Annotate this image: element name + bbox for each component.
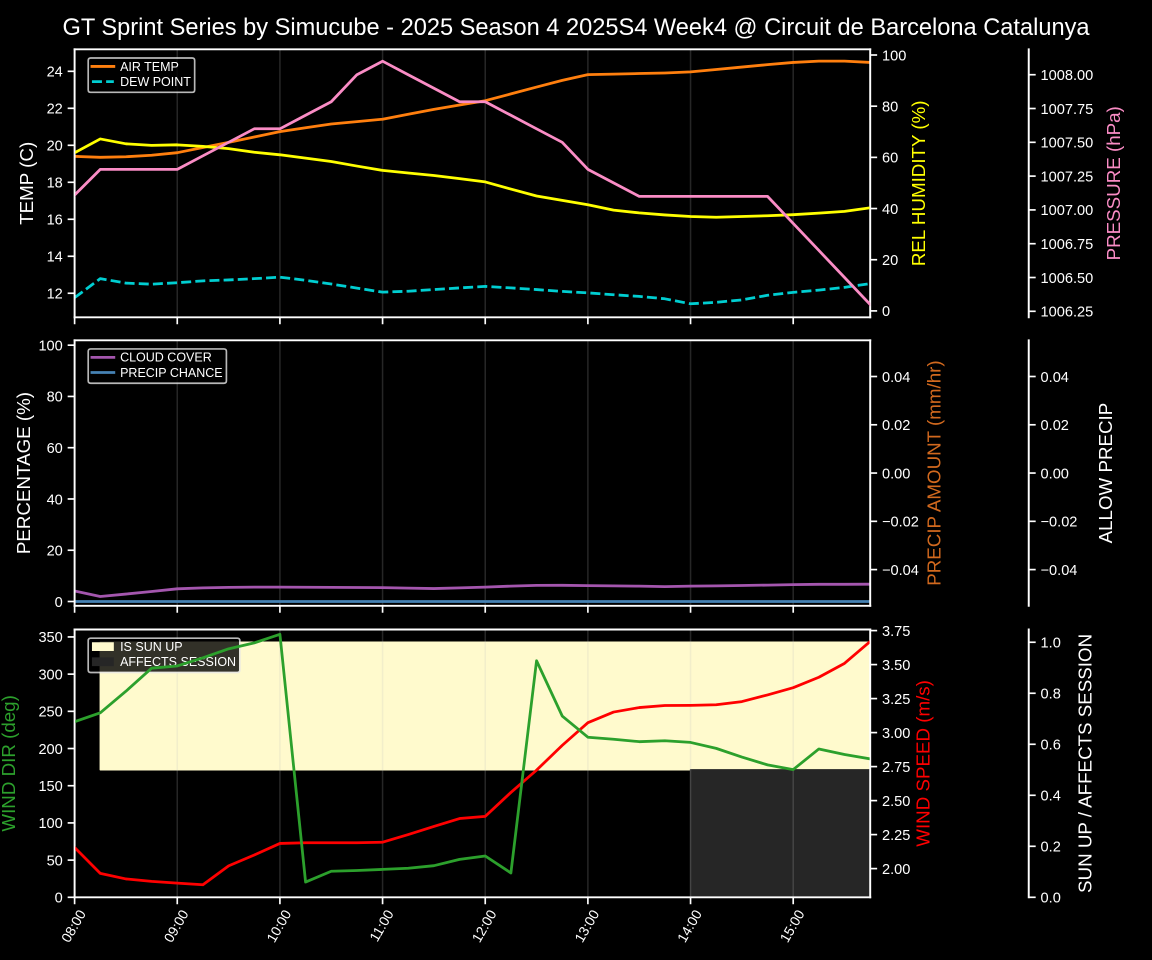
svg-text:1006.50: 1006.50: [1041, 271, 1094, 287]
svg-text:−0.04: −0.04: [882, 563, 919, 579]
svg-text:20: 20: [47, 544, 63, 560]
svg-text:1008.00: 1008.00: [1041, 68, 1094, 84]
svg-text:0.02: 0.02: [882, 418, 910, 434]
svg-text:0.04: 0.04: [882, 370, 910, 386]
svg-text:3.75: 3.75: [882, 624, 910, 640]
svg-text:1007.00: 1007.00: [1041, 203, 1094, 219]
svg-text:1007.50: 1007.50: [1041, 136, 1094, 152]
svg-text:50: 50: [47, 853, 63, 869]
svg-text:60: 60: [47, 441, 63, 457]
svg-text:PERCENTAGE (%): PERCENTAGE (%): [13, 392, 34, 554]
svg-text:−0.02: −0.02: [882, 515, 919, 531]
svg-text:REL HUMIDITY (%): REL HUMIDITY (%): [908, 100, 929, 266]
svg-text:0.00: 0.00: [1041, 466, 1069, 482]
svg-text:1007.75: 1007.75: [1041, 102, 1094, 118]
svg-text:IS SUN UP: IS SUN UP: [120, 640, 183, 654]
svg-text:0.4: 0.4: [1041, 789, 1061, 805]
svg-text:40: 40: [47, 492, 63, 508]
svg-text:DEW POINT: DEW POINT: [120, 75, 191, 89]
svg-text:SUN UP / AFFECTS SESSION: SUN UP / AFFECTS SESSION: [1074, 634, 1095, 893]
svg-text:WIND DIR (deg): WIND DIR (deg): [0, 695, 19, 831]
svg-text:AFFECTS SESSION: AFFECTS SESSION: [120, 655, 236, 669]
svg-text:0.8: 0.8: [1041, 687, 1061, 703]
svg-text:24: 24: [47, 65, 63, 81]
svg-text:2.75: 2.75: [882, 760, 910, 776]
svg-text:200: 200: [38, 742, 62, 758]
svg-text:CLOUD COVER: CLOUD COVER: [120, 351, 212, 365]
svg-text:16: 16: [47, 213, 63, 229]
svg-text:−0.04: −0.04: [1041, 563, 1078, 579]
svg-text:PRESSURE (hPa): PRESSURE (hPa): [1103, 106, 1124, 260]
svg-text:60: 60: [882, 151, 898, 167]
svg-text:0.6: 0.6: [1041, 738, 1061, 754]
svg-text:1006.75: 1006.75: [1041, 237, 1094, 253]
svg-text:1006.25: 1006.25: [1041, 305, 1094, 321]
svg-text:2.00: 2.00: [882, 862, 910, 878]
svg-text:AIR TEMP: AIR TEMP: [120, 60, 179, 74]
svg-text:3.00: 3.00: [882, 726, 910, 742]
svg-text:0.02: 0.02: [1041, 418, 1069, 434]
svg-text:1007.25: 1007.25: [1041, 169, 1094, 185]
svg-text:0.0: 0.0: [1041, 891, 1061, 907]
svg-text:150: 150: [38, 779, 62, 795]
svg-text:100: 100: [38, 338, 62, 354]
svg-text:250: 250: [38, 705, 62, 721]
svg-text:100: 100: [882, 48, 906, 64]
svg-text:22: 22: [47, 102, 63, 118]
svg-text:2.50: 2.50: [882, 794, 910, 810]
svg-text:14: 14: [47, 250, 63, 266]
svg-text:80: 80: [47, 390, 63, 406]
svg-text:0: 0: [882, 304, 890, 320]
svg-text:80: 80: [882, 99, 898, 115]
svg-text:350: 350: [38, 630, 62, 646]
svg-text:PRECIP CHANCE: PRECIP CHANCE: [120, 366, 223, 380]
svg-text:3.50: 3.50: [882, 658, 910, 674]
svg-text:0.2: 0.2: [1041, 840, 1061, 856]
svg-text:40: 40: [882, 202, 898, 218]
svg-text:PRECIP AMOUNT (mm/hr): PRECIP AMOUNT (mm/hr): [924, 360, 945, 585]
svg-text:2.25: 2.25: [882, 828, 910, 844]
svg-text:0.04: 0.04: [1041, 370, 1069, 386]
svg-text:0.00: 0.00: [882, 466, 910, 482]
svg-text:100: 100: [38, 816, 62, 832]
svg-text:GT Sprint Series by Simucube -: GT Sprint Series by Simucube - 2025 Seas…: [62, 15, 1090, 41]
svg-text:−0.02: −0.02: [1041, 515, 1078, 531]
svg-text:300: 300: [38, 667, 62, 683]
svg-text:ALLOW PRECIP: ALLOW PRECIP: [1095, 403, 1116, 544]
svg-text:TEMP (C): TEMP (C): [16, 142, 37, 225]
svg-text:0: 0: [55, 891, 63, 907]
svg-text:3.25: 3.25: [882, 692, 910, 708]
svg-text:WIND SPEED (m/s): WIND SPEED (m/s): [913, 680, 934, 847]
svg-text:20: 20: [47, 139, 63, 155]
svg-text:12: 12: [47, 287, 63, 303]
svg-text:0: 0: [55, 595, 63, 611]
svg-text:1.0: 1.0: [1041, 636, 1061, 652]
svg-text:20: 20: [882, 253, 898, 269]
svg-text:18: 18: [47, 176, 63, 192]
